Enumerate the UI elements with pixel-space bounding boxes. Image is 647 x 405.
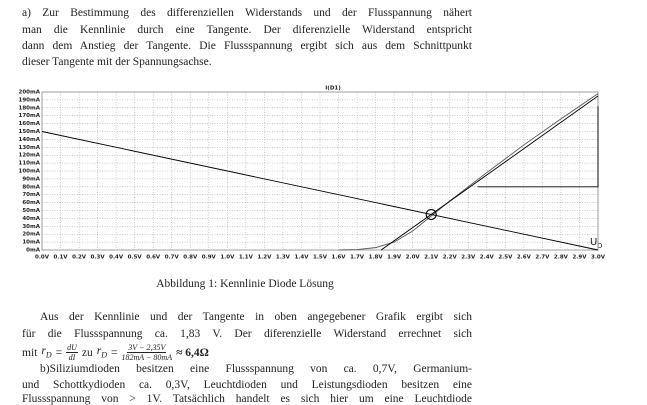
- formula-result: ≈ 6,4Ω: [176, 346, 209, 359]
- intro-line: dann dem Anstieg der Tangente. Die Fluss…: [22, 40, 472, 52]
- x-tick-label: 1.1V: [239, 255, 254, 261]
- y-tick-label: 180mA: [19, 105, 41, 111]
- x-tick-label: 2.3V: [461, 255, 476, 261]
- y-tick-label: 170mA: [19, 113, 41, 119]
- paragraph-line: für die Flussspannung ca. 1,83 V. Der di…: [22, 328, 472, 340]
- y-tick-label: 60mA: [22, 200, 40, 206]
- series-line: [338, 93, 599, 251]
- y-tick-label: 100mA: [19, 169, 41, 175]
- y-tick-label: 150mA: [19, 129, 41, 135]
- y-tick-label: 190mA: [19, 97, 41, 103]
- formula-eq: =: [55, 346, 63, 359]
- x-tick-label: 0.4V: [109, 255, 124, 261]
- series-line: [41, 131, 599, 251]
- x-tick-label: 2.5V: [498, 255, 513, 261]
- x-tick-label: 2.9V: [572, 255, 587, 261]
- x-tick-label: 0.1V: [54, 255, 69, 261]
- y-tick-label: 90mA: [22, 176, 40, 182]
- x-tick-label: 1.6V: [332, 255, 347, 261]
- formula-sub: D: [45, 350, 52, 360]
- y-tick-label: 200mA: [19, 90, 41, 96]
- fraction: dU dI: [66, 343, 78, 362]
- numerator: dU: [66, 343, 78, 353]
- fraction: 3V − 2,35V 182mA − 80mA: [122, 343, 173, 362]
- x-tick-label: 0.9V: [202, 255, 217, 261]
- caption: Abbildung 1: Kennlinie Diode Lösung: [156, 278, 334, 290]
- chart-title: I(D1): [325, 86, 341, 92]
- x-tick-label: 1.8V: [369, 255, 384, 261]
- annotation-sub: D: [597, 242, 602, 250]
- x-tick-label: 1.0V: [220, 255, 235, 261]
- paragraph-line: Flussspannung von > 1V. Tatsächlich hand…: [22, 393, 472, 405]
- x-tick-label: 0.2V: [72, 255, 87, 261]
- x-tick-label: 2.2V: [443, 255, 458, 261]
- x-tick-label: 1.5V: [313, 255, 328, 261]
- denominator: dI: [68, 353, 76, 362]
- x-tick-label: 1.3V: [276, 255, 291, 261]
- x-tick-label: 1.4V: [294, 255, 309, 261]
- x-tick-label: 1.2V: [257, 255, 272, 261]
- formula-eq: =: [111, 346, 118, 359]
- y-tick-label: 20mA: [22, 232, 40, 238]
- y-tick-label: 110mA: [19, 161, 41, 167]
- x-tick-label: 0.8V: [183, 255, 198, 261]
- y-tick-label: 40mA: [22, 216, 40, 222]
- paragraph-line: b)Siliziumdioden besitzen eine Flussspan…: [40, 363, 472, 375]
- x-tick-label: 2.6V: [517, 255, 532, 261]
- y-tick-label: 10mA: [22, 240, 40, 246]
- series-line: [380, 95, 599, 251]
- formula-symbol: r: [41, 345, 46, 358]
- intro-line: dieser Tangente mit der Spannungsachse.: [22, 56, 212, 68]
- x-tick-label: 1.7V: [350, 255, 365, 261]
- formula-text: mit: [22, 346, 38, 359]
- intro-line: man die Kennlinie durch eine Tangente. D…: [22, 24, 472, 36]
- y-tick-label: 50mA: [22, 208, 40, 214]
- y-tick-label: 0mA: [26, 248, 41, 254]
- y-tick-label: 160mA: [19, 121, 41, 127]
- numerator: 3V − 2,35V: [127, 343, 167, 353]
- x-tick-label: 0.6V: [146, 255, 161, 261]
- formula-symbol: r: [96, 345, 102, 358]
- y-tick-label: 140mA: [19, 137, 41, 143]
- chart: I(D1) U D 0mA 10mA 20mA 30mA 40mA 50mA 60mA 70m…: [19, 86, 606, 261]
- denominator: 182mA − 80mA: [121, 353, 173, 362]
- x-tick-label: 2.0V: [406, 255, 421, 261]
- formula-text: zu: [81, 346, 93, 359]
- paragraph-line: Aus der Kennlinie und der Tangente in ob…: [40, 311, 472, 323]
- x-tick-label: 2.7V: [535, 255, 550, 261]
- formula: mit rD = dU dI zu rD = 3V − 2,35V 182mA − …: [22, 343, 209, 362]
- x-tick-label: 0.3V: [91, 255, 106, 261]
- x-tick-label: 3.0V: [591, 255, 606, 261]
- marker: [425, 208, 437, 220]
- y-tick-label: 130mA: [19, 145, 41, 151]
- series-line: [477, 106, 599, 188]
- formula-sub: D: [101, 350, 108, 360]
- x-tick-label: 2.8V: [554, 255, 569, 261]
- x-tick-label: 0.7V: [165, 255, 180, 261]
- annotation: U: [590, 237, 597, 248]
- paragraph-line: und Schottkydioden ca. 0,3V, Leuchtdiode…: [22, 379, 472, 391]
- y-tick-label: 120mA: [19, 153, 41, 159]
- x-tick-label: 0.0V: [35, 255, 50, 261]
- x-tick-label: 1.9V: [387, 255, 402, 261]
- x-tick-label: 2.1V: [424, 255, 439, 261]
- x-tick-label: 2.4V: [480, 255, 495, 261]
- y-tick-label: 80mA: [22, 184, 40, 190]
- x-tick-label: 0.5V: [128, 255, 143, 261]
- y-tick-label: 30mA: [22, 224, 40, 230]
- y-tick-label: 70mA: [22, 192, 40, 198]
- intro-line: a) Zur Bestimmung des differenziellen Wi…: [22, 7, 472, 19]
